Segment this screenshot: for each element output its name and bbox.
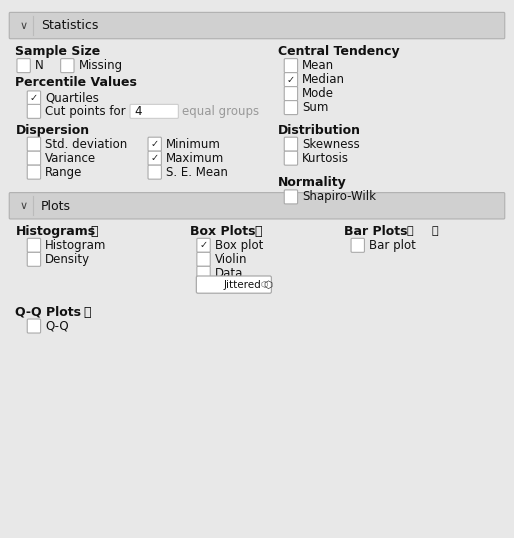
Text: Cut points for: Cut points for	[45, 105, 126, 118]
Text: Std. deviation: Std. deviation	[45, 138, 127, 151]
Text: Jittered ⬡: Jittered ⬡	[224, 280, 273, 289]
Text: Maximum: Maximum	[166, 152, 224, 165]
Text: Q-Q Plots: Q-Q Plots	[15, 306, 81, 318]
FancyBboxPatch shape	[284, 151, 298, 165]
Text: Violin: Violin	[215, 253, 247, 266]
FancyBboxPatch shape	[9, 193, 505, 219]
Text: ∨: ∨	[19, 201, 27, 211]
Text: Box Plots: Box Plots	[190, 225, 255, 238]
Text: Central Tendency: Central Tendency	[278, 45, 399, 58]
FancyBboxPatch shape	[61, 59, 74, 73]
FancyBboxPatch shape	[148, 151, 161, 165]
FancyBboxPatch shape	[284, 73, 298, 87]
FancyBboxPatch shape	[27, 252, 41, 266]
Text: 🔸: 🔸	[84, 306, 91, 318]
Text: ✓: ✓	[287, 75, 295, 84]
Text: 🔸: 🔸	[254, 225, 262, 238]
Text: ∨: ∨	[19, 21, 27, 31]
FancyBboxPatch shape	[351, 238, 364, 252]
Text: Statistics: Statistics	[41, 19, 99, 32]
Text: Bar Plots: Bar Plots	[344, 225, 408, 238]
FancyBboxPatch shape	[284, 190, 298, 204]
FancyBboxPatch shape	[27, 151, 41, 165]
Text: Kurtosis: Kurtosis	[302, 152, 349, 165]
Text: N: N	[35, 59, 44, 72]
Text: ✓: ✓	[30, 93, 38, 103]
FancyBboxPatch shape	[148, 165, 161, 179]
FancyBboxPatch shape	[197, 266, 210, 280]
Text: S. E. Mean: S. E. Mean	[166, 166, 228, 179]
Text: 4: 4	[135, 105, 142, 118]
Text: 📊: 📊	[432, 226, 438, 236]
Text: Range: Range	[45, 166, 83, 179]
FancyBboxPatch shape	[27, 238, 41, 252]
FancyBboxPatch shape	[284, 87, 298, 101]
FancyBboxPatch shape	[284, 59, 298, 73]
Text: ⬡: ⬡	[261, 280, 268, 289]
Text: 👥: 👥	[406, 226, 413, 236]
Text: Variance: Variance	[45, 152, 96, 165]
Text: Histogram: Histogram	[45, 239, 106, 252]
Text: Bar plot: Bar plot	[369, 239, 416, 252]
Text: Q-Q: Q-Q	[45, 320, 69, 332]
FancyBboxPatch shape	[9, 12, 505, 39]
FancyBboxPatch shape	[27, 165, 41, 179]
Text: Missing: Missing	[79, 59, 123, 72]
Text: Skewness: Skewness	[302, 138, 360, 151]
Text: Distribution: Distribution	[278, 124, 360, 137]
FancyBboxPatch shape	[197, 238, 210, 252]
FancyBboxPatch shape	[27, 137, 41, 151]
Text: Data: Data	[215, 267, 243, 280]
FancyBboxPatch shape	[27, 91, 41, 105]
Text: Dispersion: Dispersion	[15, 124, 89, 137]
Text: Mean: Mean	[302, 59, 334, 72]
FancyBboxPatch shape	[130, 104, 178, 118]
FancyBboxPatch shape	[284, 101, 298, 115]
FancyBboxPatch shape	[17, 59, 30, 73]
Text: Histograms: Histograms	[15, 225, 96, 238]
Text: ✓: ✓	[199, 240, 208, 250]
Text: Plots: Plots	[41, 200, 71, 213]
Text: Sample Size: Sample Size	[15, 45, 101, 58]
Text: Percentile Values: Percentile Values	[15, 76, 137, 89]
Text: Quartiles: Quartiles	[45, 91, 99, 104]
Text: Normality: Normality	[278, 176, 346, 189]
Text: ✓: ✓	[151, 153, 159, 163]
FancyBboxPatch shape	[197, 252, 210, 266]
Text: Median: Median	[302, 73, 345, 86]
FancyBboxPatch shape	[284, 137, 298, 151]
Text: ✓: ✓	[151, 139, 159, 149]
Text: Sum: Sum	[302, 101, 328, 114]
Text: Minimum: Minimum	[166, 138, 221, 151]
Text: Shapiro-Wilk: Shapiro-Wilk	[302, 190, 376, 203]
Text: Box plot: Box plot	[215, 239, 263, 252]
FancyBboxPatch shape	[27, 104, 41, 118]
Text: Mode: Mode	[302, 87, 334, 100]
FancyBboxPatch shape	[196, 276, 271, 293]
Text: Density: Density	[45, 253, 90, 266]
Text: equal groups: equal groups	[182, 105, 260, 118]
Text: 🔸: 🔸	[90, 225, 98, 238]
FancyBboxPatch shape	[148, 137, 161, 151]
FancyBboxPatch shape	[27, 319, 41, 333]
